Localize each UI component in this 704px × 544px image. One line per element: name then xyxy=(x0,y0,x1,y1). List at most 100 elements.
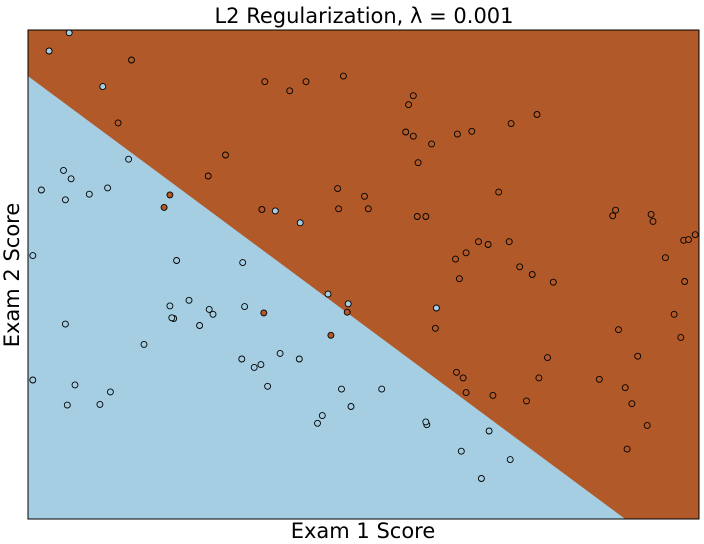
data-point-class-1 xyxy=(505,238,513,246)
data-point-class-0 xyxy=(65,29,73,37)
data-point-class-0 xyxy=(295,355,303,363)
data-point-class-1 xyxy=(595,375,603,383)
data-point-class-0 xyxy=(276,349,284,357)
data-point-class-0 xyxy=(296,219,304,227)
data-point-class-1 xyxy=(339,72,347,80)
data-point-class-1 xyxy=(634,352,642,360)
data-point-class-0 xyxy=(344,300,352,308)
data-point-class-0 xyxy=(324,290,332,298)
data-point-class-0 xyxy=(45,47,53,55)
data-point-class-1 xyxy=(681,278,689,285)
y-axis-label: Exam 2 Score xyxy=(0,203,24,348)
data-point-class-1 xyxy=(615,326,622,334)
data-point-class-1 xyxy=(462,249,470,257)
data-point-class-1 xyxy=(361,192,368,200)
data-point-class-0 xyxy=(241,303,249,311)
data-point-class-1 xyxy=(160,203,168,211)
data-point-class-1 xyxy=(114,119,122,127)
data-point-class-1 xyxy=(549,278,557,286)
data-point-class-1 xyxy=(302,78,310,86)
data-point-class-0 xyxy=(318,412,326,420)
data-point-class-0 xyxy=(140,340,148,348)
data-point-class-0 xyxy=(85,190,93,198)
data-point-class-1 xyxy=(544,354,551,362)
data-point-class-1 xyxy=(428,140,436,148)
data-point-class-1 xyxy=(455,275,463,283)
data-point-class-0 xyxy=(457,447,465,455)
data-point-class-1 xyxy=(258,206,266,213)
data-point-class-0 xyxy=(96,400,104,408)
data-point-class-1 xyxy=(413,213,421,220)
data-point-class-1 xyxy=(260,309,268,317)
data-point-class-1 xyxy=(489,391,497,399)
data-point-class-1 xyxy=(405,101,413,109)
data-point-class-1 xyxy=(364,205,372,213)
data-point-class-1 xyxy=(222,151,229,159)
data-point-class-1 xyxy=(343,308,351,316)
data-point-class-0 xyxy=(71,381,79,389)
plot-area xyxy=(28,29,699,519)
data-point-class-1 xyxy=(431,324,439,332)
data-point-class-1 xyxy=(495,188,503,196)
data-point-class-0 xyxy=(257,361,265,369)
data-point-class-0 xyxy=(166,302,174,310)
data-point-class-0 xyxy=(338,385,345,393)
data-point-class-1 xyxy=(453,130,461,138)
data-point-class-1 xyxy=(335,205,343,213)
data-point-class-1 xyxy=(612,206,620,214)
data-point-class-1 xyxy=(327,331,335,339)
data-point-class-1 xyxy=(422,213,430,220)
data-point-class-0 xyxy=(125,155,133,163)
data-point-class-0 xyxy=(168,314,176,322)
data-point-class-0 xyxy=(239,259,247,267)
data-point-class-1 xyxy=(507,120,515,128)
data-point-class-1 xyxy=(649,217,657,225)
region-class-0 xyxy=(28,76,626,519)
data-point-class-0 xyxy=(185,296,193,304)
data-point-class-0 xyxy=(250,363,258,371)
data-point-class-0 xyxy=(104,184,112,192)
data-point-class-0 xyxy=(205,305,213,313)
data-point-class-1 xyxy=(621,384,629,392)
data-point-class-0 xyxy=(61,320,69,328)
data-point-class-1 xyxy=(533,111,541,118)
data-point-class-1 xyxy=(523,397,530,405)
data-point-class-0 xyxy=(173,257,181,264)
data-point-class-1 xyxy=(453,368,460,376)
data-point-class-1 xyxy=(685,236,692,244)
data-point-class-1 xyxy=(609,212,617,220)
data-point-class-1 xyxy=(286,87,294,95)
data-point-class-1 xyxy=(628,400,636,408)
data-point-class-0 xyxy=(67,175,75,183)
data-point-class-1 xyxy=(475,238,482,246)
data-point-class-1 xyxy=(528,271,536,278)
data-point-class-1 xyxy=(166,191,174,199)
data-point-class-0 xyxy=(196,322,204,329)
data-point-class-0 xyxy=(477,475,485,482)
data-point-class-1 xyxy=(623,445,631,453)
data-point-class-0 xyxy=(271,207,279,215)
data-point-class-0 xyxy=(264,382,272,390)
data-point-class-1 xyxy=(670,310,678,318)
data-point-class-1 xyxy=(204,172,212,180)
data-point-class-0 xyxy=(422,418,430,426)
data-point-class-1 xyxy=(484,241,492,248)
data-point-class-1 xyxy=(468,127,476,135)
data-point-class-0 xyxy=(29,376,37,384)
data-point-class-1 xyxy=(459,374,467,382)
chart-title: L2 Regularization, λ = 0.001 xyxy=(214,4,513,28)
data-point-class-0 xyxy=(378,385,386,393)
data-point-class-1 xyxy=(516,263,524,271)
data-point-class-0 xyxy=(432,304,440,312)
data-point-class-0 xyxy=(238,355,246,363)
data-point-class-1 xyxy=(677,333,685,341)
data-point-class-1 xyxy=(452,255,459,263)
data-point-class-0 xyxy=(209,310,217,318)
data-point-class-0 xyxy=(60,166,67,174)
data-point-class-1 xyxy=(334,185,342,193)
data-point-class-1 xyxy=(409,132,417,140)
data-point-class-0 xyxy=(314,419,321,427)
data-point-class-1 xyxy=(414,159,422,167)
data-point-class-0 xyxy=(506,456,514,464)
plot-frame xyxy=(27,29,700,520)
